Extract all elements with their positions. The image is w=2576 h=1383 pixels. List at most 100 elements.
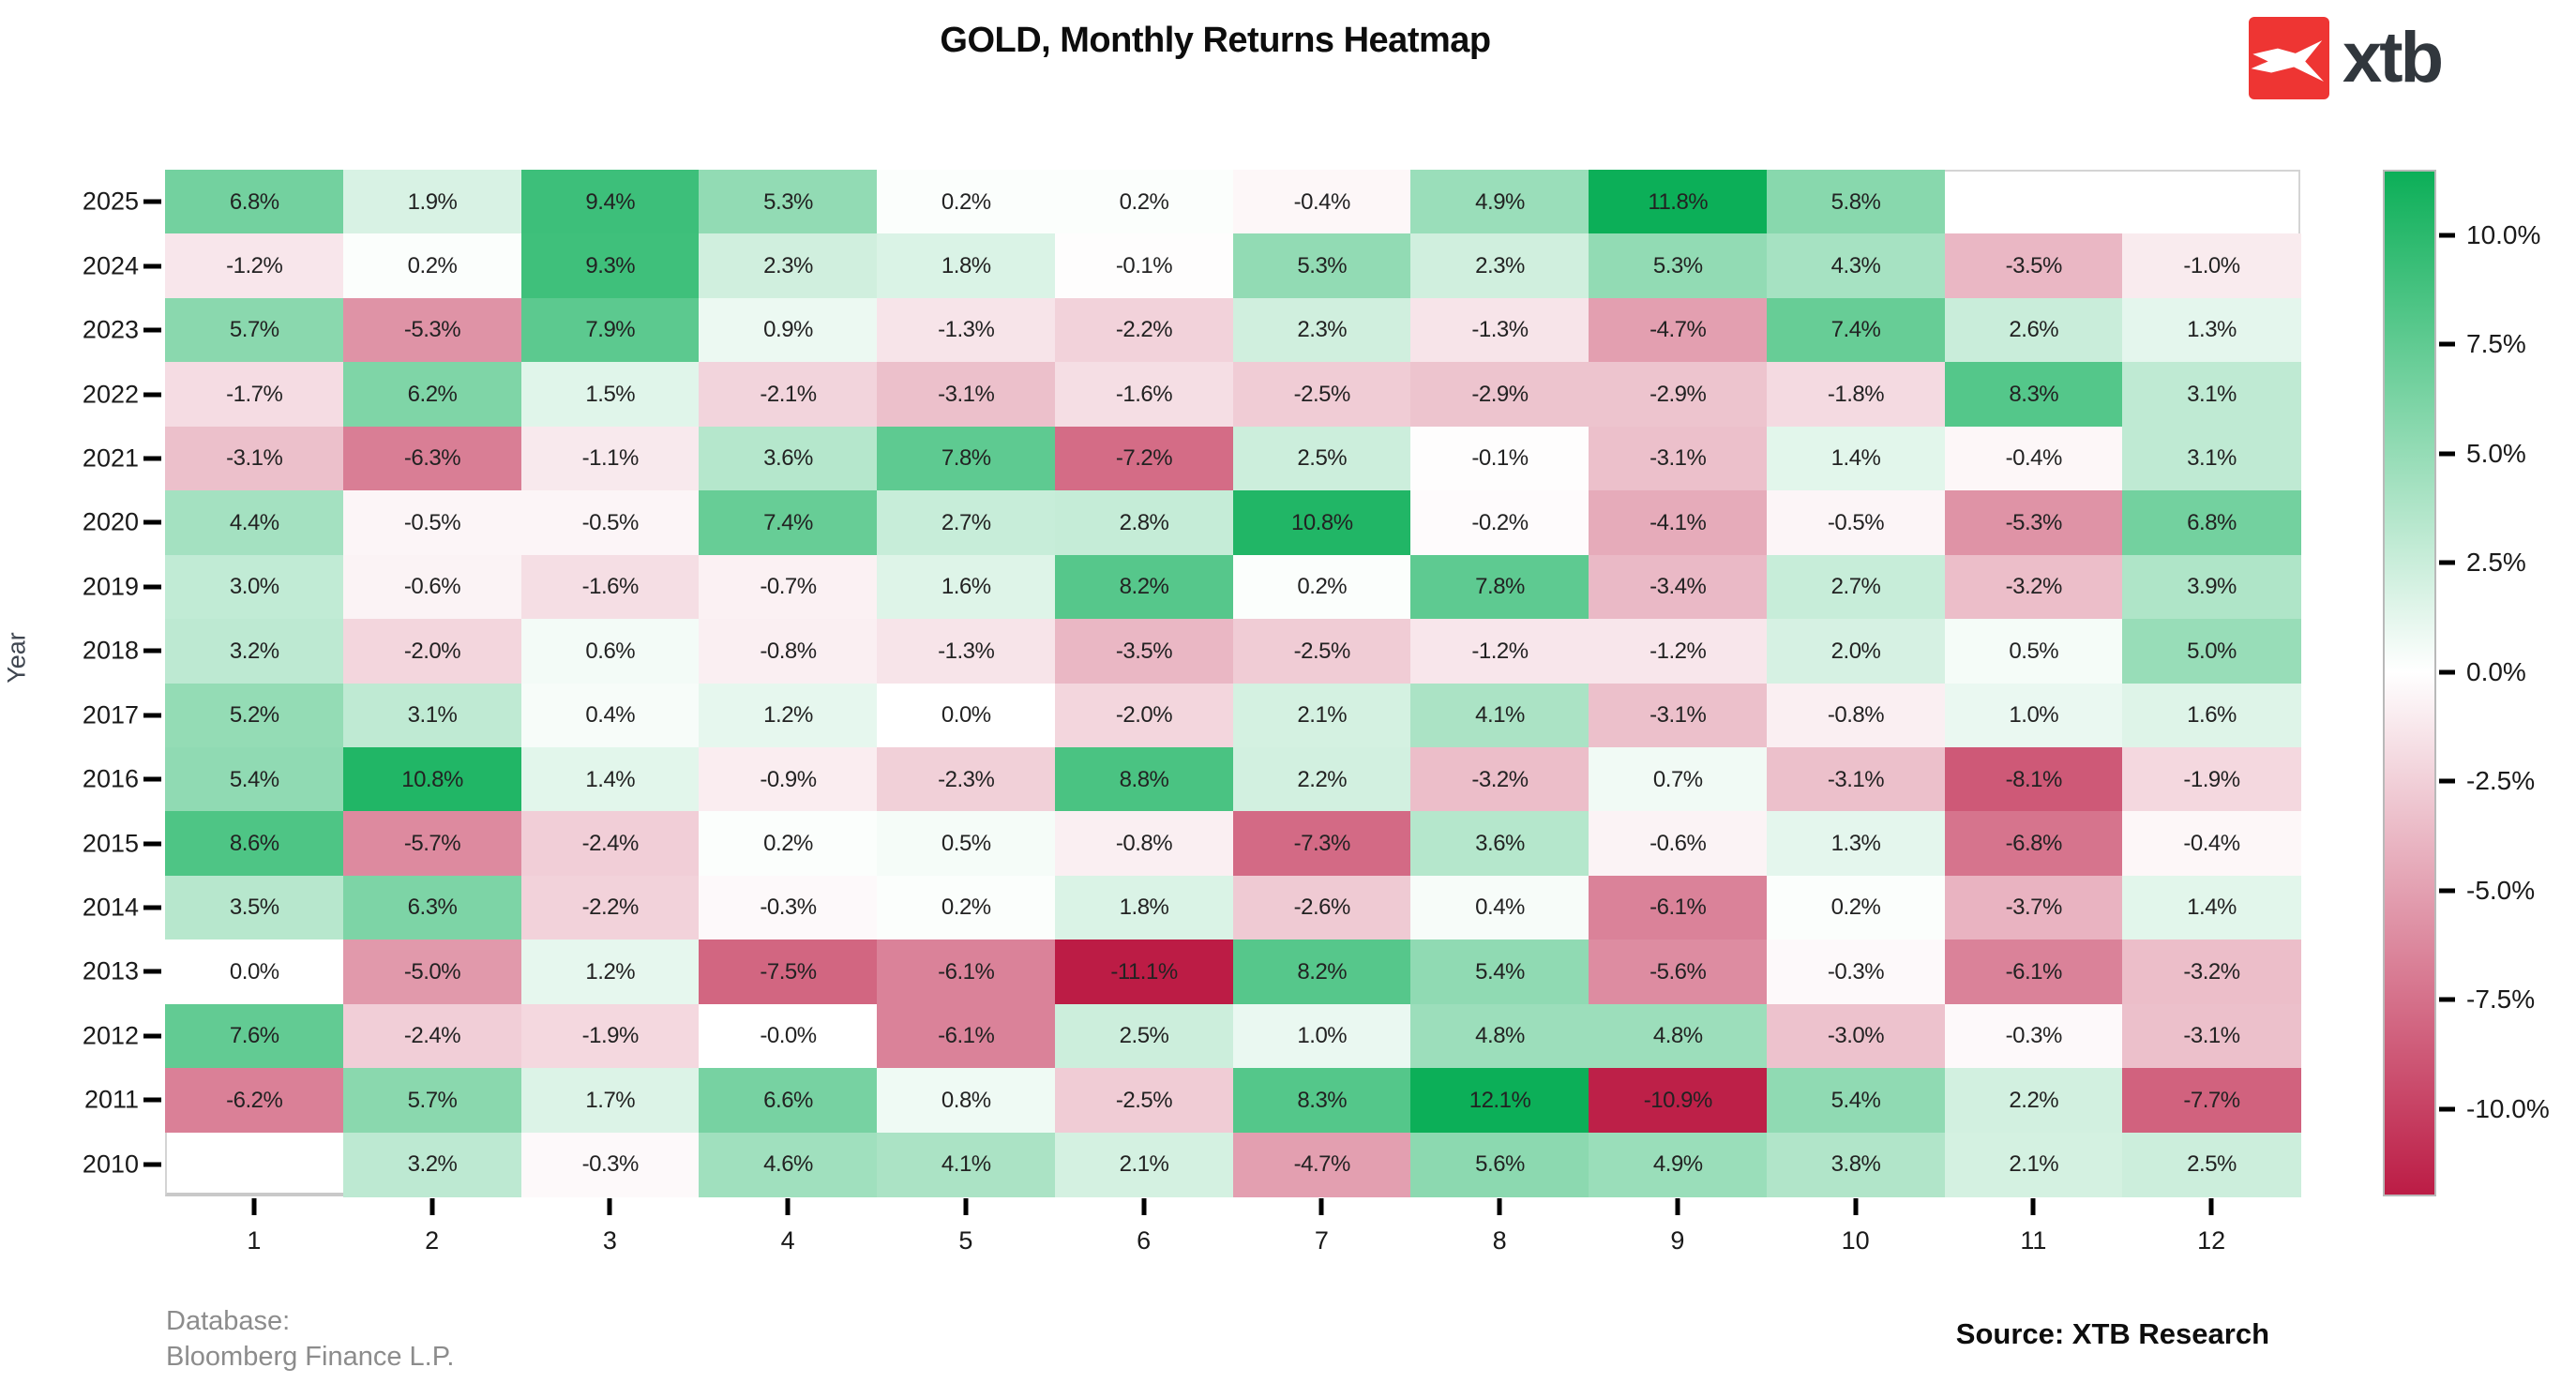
colorbar-tick-mark xyxy=(2439,778,2455,784)
heatmap-cell: 0.8% xyxy=(877,1068,1056,1134)
heatmap-cell: 8.2% xyxy=(1054,554,1234,620)
heatmap-cell: 1.3% xyxy=(1766,811,1946,877)
colorbar-tick-label: 7.5% xyxy=(2466,329,2526,359)
heatmap-cell: 2.1% xyxy=(1944,1132,2124,1197)
heatmap-cell: 4.6% xyxy=(699,1132,878,1197)
heatmap-cell: 1.0% xyxy=(1944,683,2124,748)
y-tick-label: 2020 xyxy=(82,507,139,536)
heatmap-cell: 5.4% xyxy=(1410,940,1589,1005)
heatmap-cell: 3.1% xyxy=(342,683,522,748)
heatmap-cell: -3.1% xyxy=(1589,426,1768,491)
heatmap-cell: -0.8% xyxy=(1054,811,1234,877)
heatmap-cell: -0.5% xyxy=(1766,490,1946,556)
heatmap-cell: 1.8% xyxy=(1054,875,1234,941)
heatmap-cell: 0.2% xyxy=(877,875,1056,941)
heatmap-cell: -1.2% xyxy=(1410,619,1589,684)
heatmap-cell: -0.3% xyxy=(1766,940,1946,1005)
y-tick-mark xyxy=(143,199,161,204)
heatmap-cell: -1.6% xyxy=(1054,362,1234,428)
heatmap-cell: -2.0% xyxy=(342,619,522,684)
heatmap-cell: -3.1% xyxy=(2122,1003,2301,1069)
heatmap-cell: 5.3% xyxy=(1589,233,1768,299)
heatmap-cell: 4.8% xyxy=(1589,1003,1768,1069)
heatmap-cell: -2.9% xyxy=(1410,362,1589,428)
heatmap-cell: 0.7% xyxy=(1589,746,1768,813)
heatmap-cell: -3.1% xyxy=(1766,746,1946,813)
heatmap-cell: 6.3% xyxy=(342,875,522,941)
heatmap-cell: 9.3% xyxy=(520,233,700,299)
heatmap-cell: -1.2% xyxy=(1589,619,1768,684)
y-tick-mark xyxy=(143,456,161,461)
colorbar-tick-label: -2.5% xyxy=(2466,766,2536,796)
xtb-logo-text: xtb xyxy=(2343,18,2444,98)
heatmap-cell: 4.9% xyxy=(1410,170,1589,235)
heatmap-cell: 7.8% xyxy=(1410,554,1589,620)
heatmap-cell: 6.8% xyxy=(165,170,344,235)
colorbar-tick-mark xyxy=(2439,233,2455,238)
heatmap-cell: 2.2% xyxy=(1232,746,1412,813)
y-tick-label: 2016 xyxy=(82,764,139,793)
chart-title: GOLD, Monthly Returns Heatmap xyxy=(940,21,1491,60)
heatmap: 6.8% 1.9% 9.4% 5.3% 0.2% 0.2% -0.4% 4.9% 11.8% 5.… xyxy=(165,170,2301,1197)
heatmap-cell: -0.4% xyxy=(1232,170,1412,235)
heatmap-cell: -1.9% xyxy=(2122,746,2301,813)
y-tick-mark xyxy=(143,776,161,782)
y-tick-mark xyxy=(143,392,161,398)
heatmap-cell: -0.5% xyxy=(342,490,522,556)
heatmap-cell: 6.8% xyxy=(2122,490,2301,556)
heatmap-cell: 7.6% xyxy=(165,1003,344,1069)
database-note-line2: Bloomberg Finance L.P. xyxy=(166,1342,455,1372)
y-tick-mark xyxy=(143,905,161,910)
x-tick-label: 9 xyxy=(1670,1226,1685,1255)
y-tick-mark xyxy=(143,584,161,590)
y-tick-label: 2024 xyxy=(82,251,139,280)
heatmap-cell: 0.5% xyxy=(877,811,1056,877)
y-tick-mark xyxy=(143,1097,161,1103)
heatmap-cell: 0.2% xyxy=(342,233,522,299)
heatmap-cell: 5.0% xyxy=(2122,619,2301,684)
y-tick-label: 2025 xyxy=(82,187,139,216)
heatmap-cell: -5.0% xyxy=(342,940,522,1005)
heatmap-cell: 7.4% xyxy=(1766,297,1946,364)
heatmap-cell: 0.0% xyxy=(877,683,1056,748)
heatmap-cell: -2.9% xyxy=(1589,362,1768,428)
heatmap-cell: 12.1% xyxy=(1410,1068,1589,1134)
heatmap-cell: 5.4% xyxy=(165,746,344,813)
heatmap-cell: 1.2% xyxy=(520,940,700,1005)
y-tick-mark xyxy=(143,327,161,333)
x-tick-mark xyxy=(251,1198,257,1215)
x-tick-mark xyxy=(1497,1198,1502,1215)
heatmap-cell: -1.1% xyxy=(520,426,700,491)
heatmap-cell: 1.4% xyxy=(520,746,700,813)
colorbar-tick-mark xyxy=(2439,1106,2455,1112)
y-tick-mark xyxy=(143,263,161,269)
x-tick-mark xyxy=(1141,1198,1147,1215)
colorbar-tick-mark xyxy=(2439,997,2455,1002)
x-tick-mark xyxy=(785,1198,791,1215)
heatmap-cell: -10.9% xyxy=(1589,1068,1768,1134)
heatmap-cell: 3.5% xyxy=(165,875,344,941)
heatmap-cell: -1.3% xyxy=(877,619,1056,684)
heatmap-cell xyxy=(2122,170,2301,234)
heatmap-cell: 1.0% xyxy=(1232,1003,1412,1069)
heatmap-cell: -0.3% xyxy=(699,875,878,941)
heatmap-cell: -6.3% xyxy=(342,426,522,491)
heatmap-cell: -0.9% xyxy=(699,746,878,813)
heatmap-cell: -0.4% xyxy=(1944,426,2124,491)
heatmap-cell: 0.5% xyxy=(1944,619,2124,684)
heatmap-cell: 1.6% xyxy=(877,554,1056,620)
heatmap-cell: -2.2% xyxy=(520,875,700,941)
heatmap-cell: -5.3% xyxy=(342,297,522,364)
heatmap-cell: -6.1% xyxy=(1944,940,2124,1005)
heatmap-cell: 8.3% xyxy=(1944,362,2124,428)
heatmap-cell: -7.3% xyxy=(1232,811,1412,877)
heatmap-cell xyxy=(165,1133,344,1197)
heatmap-cell: -6.1% xyxy=(877,1003,1056,1069)
heatmap-cell: 8.8% xyxy=(1054,746,1234,813)
heatmap-cell: -0.5% xyxy=(520,490,700,556)
heatmap-cell: 5.2% xyxy=(165,683,344,748)
heatmap-cell: -2.0% xyxy=(1054,683,1234,748)
heatmap-cell: 2.1% xyxy=(1232,683,1412,748)
heatmap-cell: 3.6% xyxy=(1410,811,1589,877)
heatmap-cell: 5.6% xyxy=(1410,1132,1589,1197)
